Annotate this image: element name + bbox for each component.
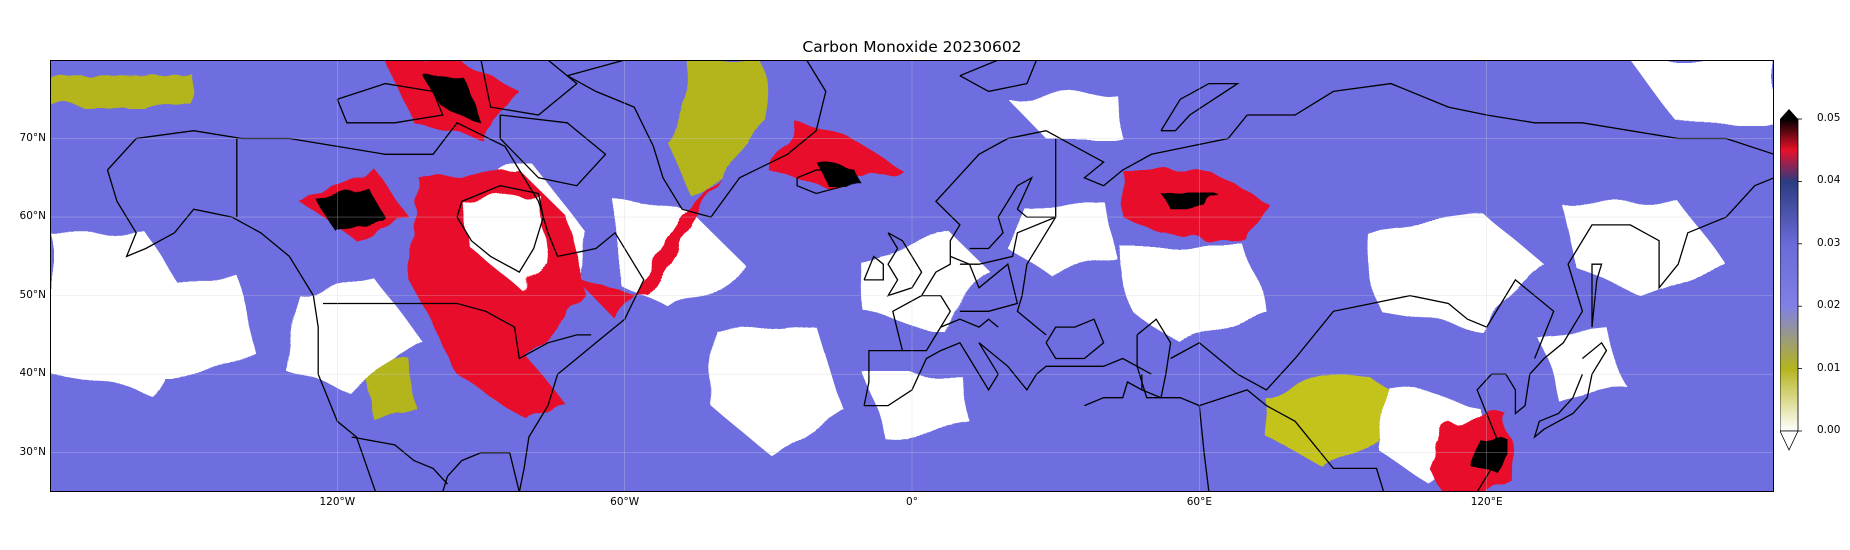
very-high-co-core [816,162,865,186]
cloud-gap [854,232,999,328]
arctic-low-region [50,75,194,108]
colorbar-tick-label: 0.01 [1817,361,1841,374]
lat-tick-label: 30°N [19,445,46,458]
coastline-segment [959,176,1056,265]
coastline-segment [1533,341,1608,439]
coastline-segment [1199,389,1385,492]
lat-tick-label: 60°N [19,210,46,223]
coastline-segment [1160,82,1240,132]
colorbar-tick-label: 0.04 [1817,174,1841,187]
colorbar-extend-max [1780,109,1798,119]
coastline-segment [863,114,1248,406]
map-title: Carbon Monoxide 20230602 [802,38,1022,56]
coastline-segment [1045,318,1105,360]
cloud-gap [710,327,841,453]
coastline-segment [1170,278,1555,391]
lon-tick-label: 0° [906,496,918,508]
coastline-segment [1476,177,1774,492]
greenland-low-region [663,60,769,202]
cloud-gap [864,374,970,437]
high-co-plume [576,177,721,320]
coastline-segment [1103,357,1152,375]
map-plot [50,60,1774,492]
coastline-segment [1016,138,1057,336]
coastline-segment [480,60,578,116]
coastline-segment [1084,381,1143,407]
colorbar-tick-label: 0.03 [1817,236,1841,249]
lon-tick-label: 120°W [319,496,356,508]
cloud-gap [1630,60,1774,123]
colorbar-extend-min [1780,430,1799,451]
lat-tick-label: 40°N [19,367,46,380]
gridlines [50,60,1774,492]
colorbar-tick-label: 0.05 [1817,112,1841,124]
lon-tick-label: 60°W [610,496,640,508]
coastline-segment [886,232,923,297]
cloud-gap [1366,217,1545,328]
tibet-low-region [1256,374,1401,469]
cloud-gap [1007,91,1123,139]
colorbar-tick-label: 0.00 [1817,424,1841,436]
coastline-segment [336,82,444,124]
very-high-co-core [1161,193,1219,210]
very-high-co-core [318,185,386,233]
coastline-segment [863,255,884,281]
coastline-segment [950,255,1019,312]
lat-tick-label: 50°N [19,288,46,301]
coastline-segment [323,302,592,360]
coastline-segment [106,169,377,492]
coastline-segment [566,60,827,218]
cloud-gap [1007,201,1123,280]
coastline-segment [940,318,999,328]
coastline-segment [456,185,544,273]
colorbar-tick-label: 0.02 [1817,299,1841,312]
coastline-segment [442,452,520,492]
colorbar [1780,109,1802,451]
lon-tick-label: 60°E [1186,496,1212,508]
colorbar-gradient [1780,118,1799,432]
colorbar-ticks [1798,118,1802,432]
coastline-segment [351,436,448,485]
coastline-segment [959,60,1038,93]
lon-tick-label: 120°E [1470,496,1503,508]
lat-tick-label: 70°N [19,131,46,144]
coastline-segment [796,169,846,195]
very-high-co-core [423,75,481,123]
cloud-gap [289,279,424,390]
map-frame [50,60,1774,492]
cloud-gap [121,279,261,375]
coastline-segment [1136,318,1172,399]
very-high-co-core [1472,437,1506,477]
